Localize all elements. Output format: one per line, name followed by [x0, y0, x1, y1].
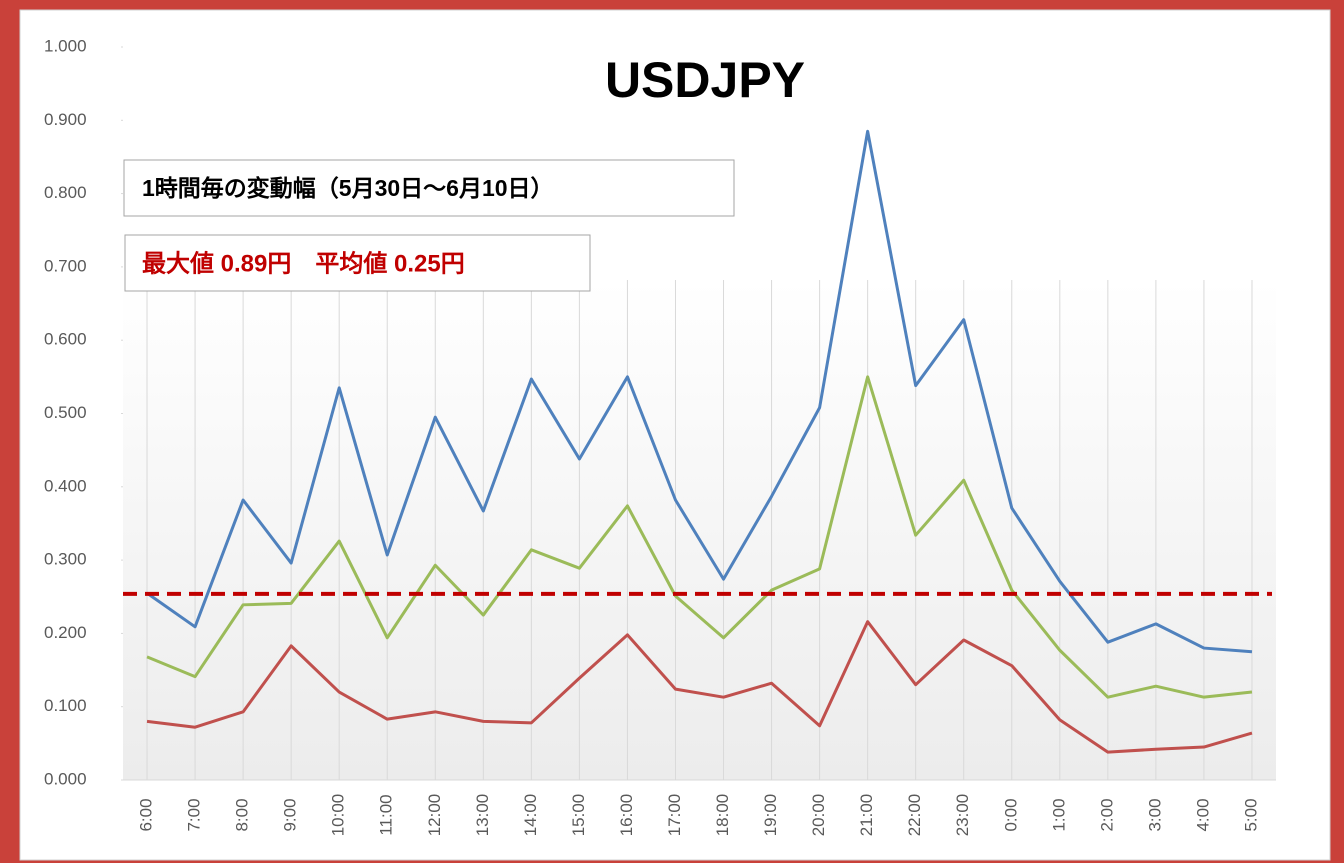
- x-tick-label: 2:00: [1097, 798, 1116, 831]
- y-tick-label: 0.200: [44, 623, 87, 642]
- x-tick-label: 20:00: [809, 794, 828, 837]
- series-line: [146, 620, 1253, 754]
- series-line: [146, 375, 1253, 699]
- x-tick-label: 15:00: [569, 794, 588, 837]
- y-tick-label: 0.800: [44, 183, 87, 202]
- chart-title: USDJPY: [605, 52, 805, 108]
- y-tick-label: 0.900: [44, 110, 87, 129]
- annotation: 1時間毎の変動幅（5月30日～6月10日）: [142, 175, 554, 201]
- x-tick-label: 3:00: [1145, 798, 1164, 831]
- x-tick-label: 4:00: [1193, 798, 1212, 831]
- x-tick-label: 17:00: [665, 794, 684, 837]
- x-tick-label: 5:00: [1241, 798, 1260, 831]
- y-tick-label: 1.000: [44, 36, 87, 55]
- x-tick-label: 7:00: [185, 798, 204, 831]
- x-tick-label: 1:00: [1049, 798, 1068, 831]
- y-tick-label: 0.500: [44, 403, 87, 422]
- y-tick-label: 0.100: [44, 696, 87, 715]
- x-tick-label: 21:00: [857, 794, 876, 837]
- x-tick-label: 0:00: [1001, 798, 1020, 831]
- x-tick-label: 18:00: [713, 794, 732, 837]
- annotation-box: [124, 234, 591, 292]
- annotation: 最大値 0.89円 平均値 0.25円: [142, 249, 465, 277]
- y-tick-label: 0.300: [44, 550, 87, 569]
- x-tick-label: 19:00: [761, 794, 780, 837]
- series-line: [146, 129, 1253, 654]
- plot-background: [123, 280, 1276, 780]
- x-tick-label: 10:00: [329, 794, 348, 837]
- x-tick-label: 6:00: [137, 798, 156, 831]
- x-tick-label: 13:00: [473, 794, 492, 837]
- y-tick-label: 0.600: [44, 330, 87, 349]
- x-tick-label: 9:00: [281, 798, 300, 831]
- x-tick-label: 11:00: [377, 794, 396, 835]
- x-tick-label: 22:00: [905, 794, 924, 837]
- x-tick-label: 12:00: [425, 794, 444, 837]
- y-tick-label: 0.000: [44, 769, 87, 788]
- x-tick-label: 16:00: [617, 794, 636, 837]
- annotation-box: [123, 159, 735, 217]
- x-tick-label: 23:00: [953, 794, 972, 837]
- x-tick-label: 8:00: [233, 798, 252, 831]
- x-tick-label: 14:00: [521, 794, 540, 837]
- y-tick-label: 0.400: [44, 476, 87, 495]
- y-tick-label: 0.700: [44, 256, 87, 275]
